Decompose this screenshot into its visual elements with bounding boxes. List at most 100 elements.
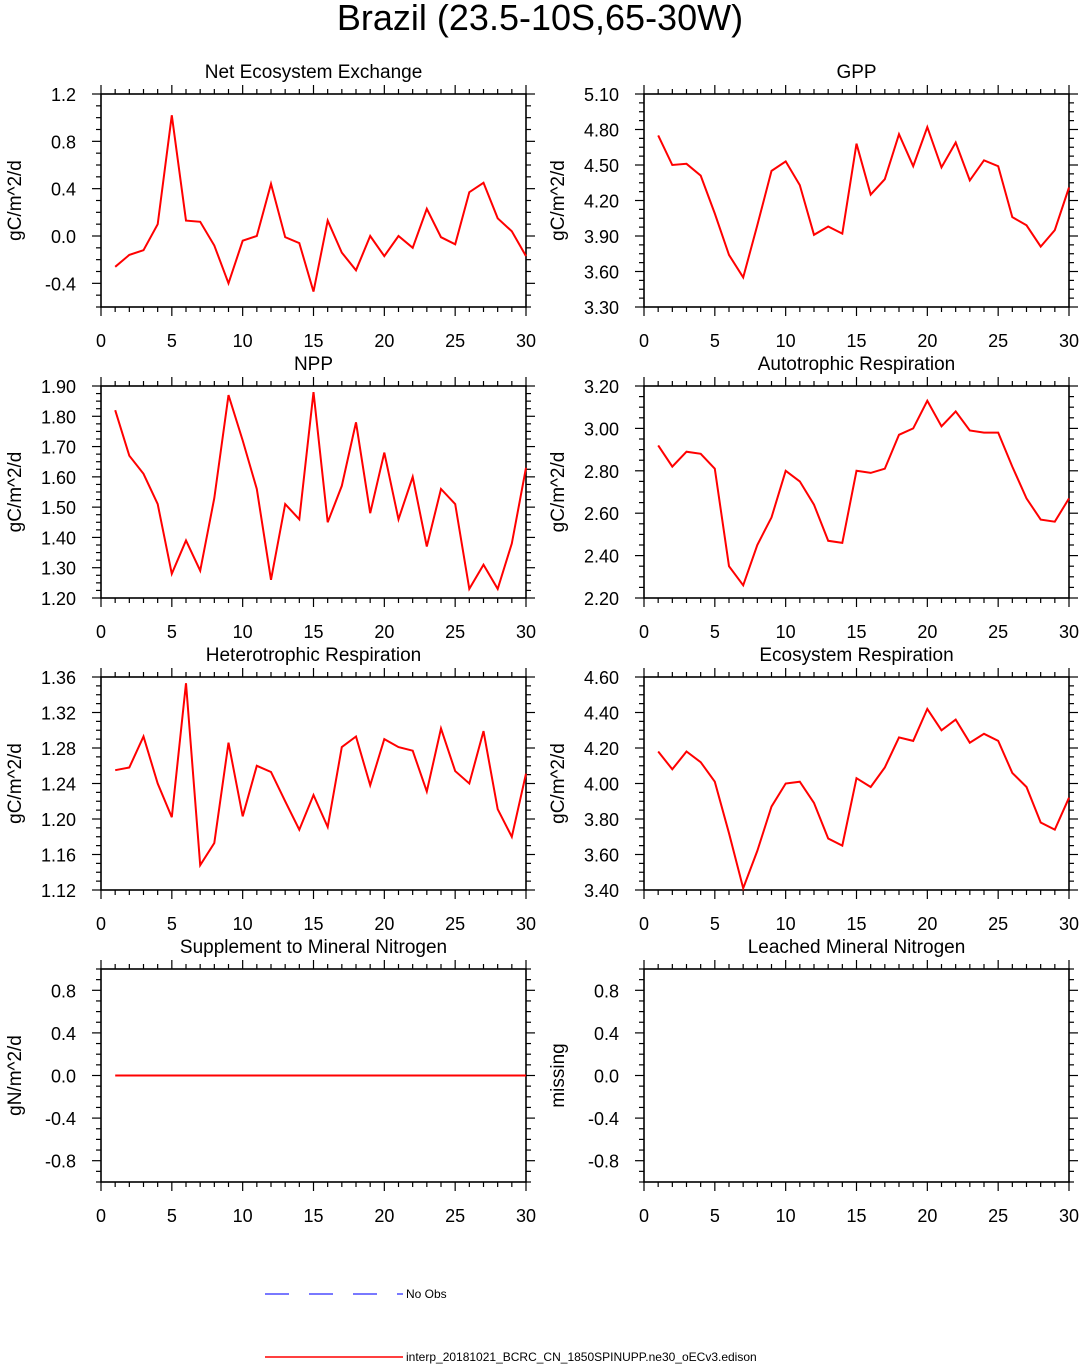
x-tick-label: 5 xyxy=(167,914,177,934)
x-tick-label: 20 xyxy=(374,331,394,351)
x-tick-label: 20 xyxy=(917,1206,937,1226)
x-tick-label: 15 xyxy=(846,914,866,934)
y-tick-label: 4.60 xyxy=(584,668,619,688)
x-tick-label: 10 xyxy=(233,331,253,351)
x-tick-label: 25 xyxy=(988,622,1008,642)
y-tick-label: 4.80 xyxy=(584,121,619,141)
y-tick-label: -0.8 xyxy=(588,1152,619,1172)
series-line-er xyxy=(657,706,1070,892)
panel-hr: Heterotrophic Respiration gC/m^2/d 0 5 10 15 2… xyxy=(5,645,536,934)
y-axis-label: gC/m^2/d xyxy=(548,452,569,533)
series-line-gpp xyxy=(657,124,1070,280)
x-tick-label: 15 xyxy=(303,622,323,642)
x-tick-label: 20 xyxy=(374,914,394,934)
x-tick-label: 25 xyxy=(988,1206,1008,1226)
y-axis-label: missing xyxy=(548,1043,569,1107)
y-tick-label: 0.4 xyxy=(594,1024,619,1044)
panel-title: GPP xyxy=(836,62,876,83)
y-tick-label: -0.4 xyxy=(45,274,76,294)
x-tick-label: 10 xyxy=(776,331,796,351)
x-tick-label: 5 xyxy=(167,622,177,642)
panel-title: Heterotrophic Respiration xyxy=(206,645,421,666)
x-tick-label: 15 xyxy=(303,331,323,351)
y-tick-label: 1.20 xyxy=(41,589,76,609)
x-tick-label: 25 xyxy=(445,1206,465,1226)
x-tick-label: 10 xyxy=(233,1206,253,1226)
series-line-ar xyxy=(657,398,1070,588)
plot-frame xyxy=(100,676,527,891)
plot-frame xyxy=(643,676,1070,891)
y-tick-label: 5.10 xyxy=(584,85,619,105)
y-tick-label: 1.90 xyxy=(41,377,76,397)
y-axis-label: gC/m^2/d xyxy=(5,452,26,533)
y-tick-label: 1.30 xyxy=(41,559,76,579)
x-tick-label: 5 xyxy=(167,1206,177,1226)
y-axis-label: gC/m^2/d xyxy=(548,160,569,241)
series-line-npp xyxy=(114,391,527,592)
y-tick-label: 3.90 xyxy=(584,227,619,247)
x-tick-label: 0 xyxy=(96,622,106,642)
y-tick-label: 1.12 xyxy=(41,881,76,901)
y-tick-label: 1.24 xyxy=(41,775,76,795)
x-tick-label: 10 xyxy=(233,914,253,934)
x-tick-label: 15 xyxy=(303,1206,323,1226)
x-tick-label: 30 xyxy=(1059,914,1079,934)
y-tick-label: 0.0 xyxy=(594,1067,619,1087)
x-tick-label: 0 xyxy=(96,1206,106,1226)
panel-smn: Supplement to Mineral Nitrogen gN/m^2/d 0 5… xyxy=(5,937,536,1226)
y-tick-label: 0.4 xyxy=(51,1024,76,1044)
x-tick-label: 0 xyxy=(639,331,649,351)
y-tick-label: 0.8 xyxy=(51,132,76,152)
y-tick-label: -0.8 xyxy=(45,1152,76,1172)
y-tick-label: 3.40 xyxy=(584,881,619,901)
panel-ar: Autotrophic Respiration gC/m^2/d 0 5 10 15 20 2… xyxy=(548,354,1079,642)
x-tick-label: 30 xyxy=(1059,331,1079,351)
x-tick-label: 0 xyxy=(96,331,106,351)
y-tick-label: 0.8 xyxy=(594,981,619,1001)
y-tick-label: 4.40 xyxy=(584,704,619,724)
y-tick-label: 4.20 xyxy=(584,739,619,759)
panel-er: Ecosystem Respiration gC/m^2/d 0 5 10 15 20 25 3… xyxy=(548,645,1079,934)
x-tick-label: 20 xyxy=(917,331,937,351)
x-tick-label: 20 xyxy=(374,622,394,642)
y-tick-label: 1.60 xyxy=(41,468,76,488)
y-tick-label: 3.80 xyxy=(584,810,619,830)
x-tick-label: 5 xyxy=(710,1206,720,1226)
x-tick-label: 0 xyxy=(96,914,106,934)
x-tick-label: 20 xyxy=(374,1206,394,1226)
y-tick-label: 1.28 xyxy=(41,739,76,759)
plot-frame xyxy=(100,385,527,599)
plot-frame xyxy=(643,968,1070,1183)
x-tick-label: 0 xyxy=(639,1206,649,1226)
x-tick-label: 10 xyxy=(776,914,796,934)
plot-frame xyxy=(100,93,527,308)
x-tick-label: 15 xyxy=(846,1206,866,1226)
x-tick-label: 30 xyxy=(516,622,536,642)
panel-gpp: GPP gC/m^2/d 0 5 10 15 20 25 30 3.30 3.60 3.90 4.20 4… xyxy=(548,62,1079,351)
y-tick-label: 2.60 xyxy=(584,504,619,524)
x-tick-label: 25 xyxy=(445,914,465,934)
y-tick-label: 0.8 xyxy=(51,981,76,1001)
panel-title: Net Ecosystem Exchange xyxy=(205,62,423,83)
y-axis-label: gC/m^2/d xyxy=(5,743,26,824)
y-tick-label: -0.4 xyxy=(45,1109,76,1129)
panel-title: NPP xyxy=(294,354,333,375)
y-tick-label: 0.0 xyxy=(51,1067,76,1087)
x-tick-label: 30 xyxy=(516,1206,536,1226)
panel-npp: NPP gC/m^2/d 0 5 10 15 20 25 30 1.20 1.30 1.40 1.50 1… xyxy=(5,354,536,642)
y-tick-label: 1.32 xyxy=(41,704,76,724)
panel-title: Ecosystem Respiration xyxy=(759,645,953,666)
x-tick-label: 30 xyxy=(1059,622,1079,642)
x-tick-label: 5 xyxy=(710,622,720,642)
y-tick-label: 3.20 xyxy=(584,377,619,397)
figure-title: Brazil (23.5-10S,65-30W) xyxy=(337,0,743,38)
y-tick-label: 1.36 xyxy=(41,668,76,688)
legend: No Obs interp_20181021_BCRC_CN_1850SPINU… xyxy=(265,1287,757,1364)
y-tick-label: 1.50 xyxy=(41,498,76,518)
x-tick-label: 20 xyxy=(917,914,937,934)
y-tick-label: 2.80 xyxy=(584,462,619,482)
x-tick-label: 30 xyxy=(516,331,536,351)
plot-frame xyxy=(643,385,1070,599)
y-tick-label: 4.00 xyxy=(584,775,619,795)
